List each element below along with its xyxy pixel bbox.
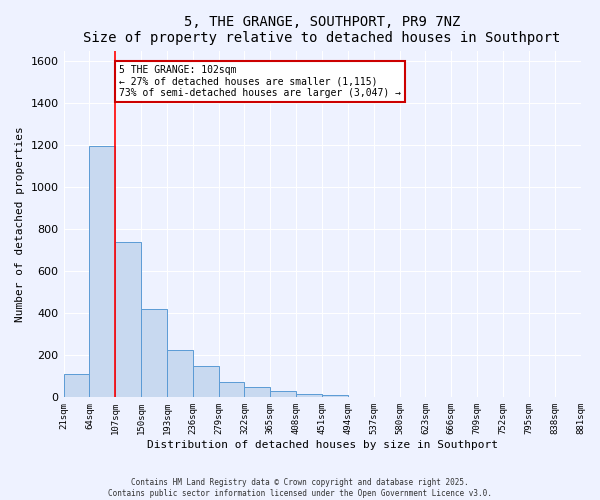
Bar xyxy=(244,387,271,398)
Title: 5, THE GRANGE, SOUTHPORT, PR9 7NZ
Size of property relative to detached houses i: 5, THE GRANGE, SOUTHPORT, PR9 7NZ Size o… xyxy=(83,15,561,45)
Bar xyxy=(218,382,244,398)
Bar xyxy=(64,374,89,398)
Bar xyxy=(141,309,167,398)
Bar xyxy=(115,242,141,398)
Bar xyxy=(296,394,322,398)
Y-axis label: Number of detached properties: Number of detached properties xyxy=(15,126,25,322)
Bar xyxy=(167,350,193,398)
Text: 5 THE GRANGE: 102sqm
← 27% of detached houses are smaller (1,115)
73% of semi-de: 5 THE GRANGE: 102sqm ← 27% of detached h… xyxy=(119,65,401,98)
Bar xyxy=(193,366,218,398)
Text: Contains HM Land Registry data © Crown copyright and database right 2025.
Contai: Contains HM Land Registry data © Crown c… xyxy=(108,478,492,498)
Bar xyxy=(89,146,115,398)
X-axis label: Distribution of detached houses by size in Southport: Distribution of detached houses by size … xyxy=(146,440,497,450)
Bar xyxy=(322,395,348,398)
Bar xyxy=(271,391,296,398)
